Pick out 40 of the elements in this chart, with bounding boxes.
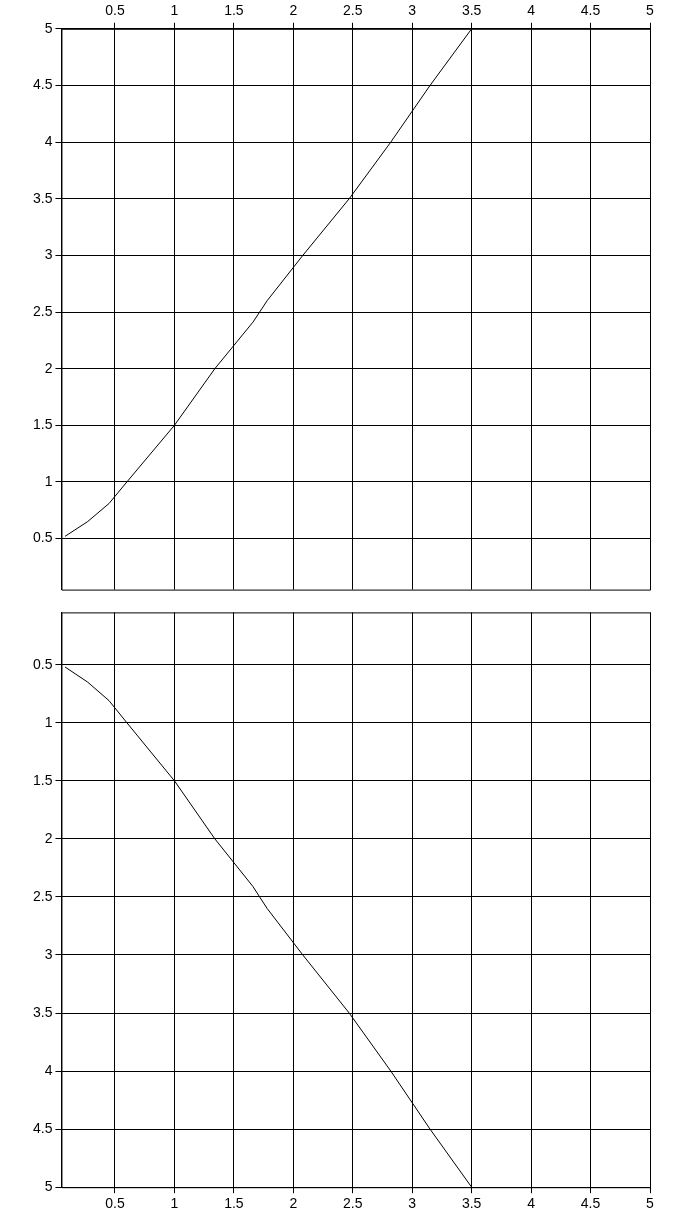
y-tick-label: 5 bbox=[44, 1178, 53, 1195]
x-tick-label: 0.5 bbox=[105, 1195, 125, 1212]
x-tick-label: 1.5 bbox=[224, 1195, 244, 1212]
y-tick-label: 4.5 bbox=[32, 1120, 53, 1136]
x-tick-label: 1 bbox=[170, 2, 179, 19]
x-tick-label: 3.5 bbox=[461, 1195, 482, 1212]
x-tick-label: 4.5 bbox=[580, 1195, 601, 1212]
x-tick-label: 4.5 bbox=[580, 2, 601, 19]
y-tick-label: 0.5 bbox=[32, 529, 53, 546]
x-tick-label: 3 bbox=[408, 1195, 417, 1212]
x-tick-label: 2.5 bbox=[343, 1195, 363, 1212]
y-tick-label: 1.5 bbox=[32, 416, 53, 433]
y-tick-label: 3 bbox=[44, 246, 53, 263]
y-tick-label: 4.5 bbox=[32, 76, 53, 93]
y-tick-label: 1 bbox=[44, 472, 53, 489]
x-tick-label: 0.5 bbox=[105, 2, 125, 19]
y-tick-label: 5 bbox=[44, 19, 53, 36]
x-tick-label: 3 bbox=[408, 2, 417, 19]
y-tick-label: 2 bbox=[44, 359, 53, 376]
x-tick-label: 5 bbox=[646, 1195, 655, 1212]
y-tick-label: 0.5 bbox=[32, 655, 53, 672]
y-tick-label: 1.5 bbox=[32, 771, 53, 788]
y-tick-label: 1 bbox=[44, 713, 53, 730]
x-tick-label: 4 bbox=[527, 1195, 536, 1212]
x-tick-label: 4 bbox=[527, 2, 536, 19]
y-tick-label: 3.5 bbox=[32, 189, 53, 206]
y-tick-label: 4 bbox=[44, 1061, 53, 1078]
x-tick-label: 1.5 bbox=[224, 2, 244, 19]
x-tick-label: 2.5 bbox=[343, 2, 363, 19]
x-tick-label: 1 bbox=[170, 1195, 179, 1212]
y-tick-label: 2.5 bbox=[32, 887, 53, 904]
y-tick-label: 2 bbox=[44, 829, 53, 846]
y-tick-label: 2.5 bbox=[32, 302, 53, 319]
y-tick-label: 3 bbox=[44, 945, 53, 962]
y-tick-label: 4 bbox=[44, 132, 53, 149]
x-tick-label: 2 bbox=[289, 2, 298, 19]
y-tick-label: 3.5 bbox=[32, 1003, 53, 1020]
x-tick-label: 2 bbox=[289, 1195, 298, 1212]
x-tick-label: 5 bbox=[646, 2, 655, 19]
x-tick-label: 3.5 bbox=[461, 2, 482, 19]
